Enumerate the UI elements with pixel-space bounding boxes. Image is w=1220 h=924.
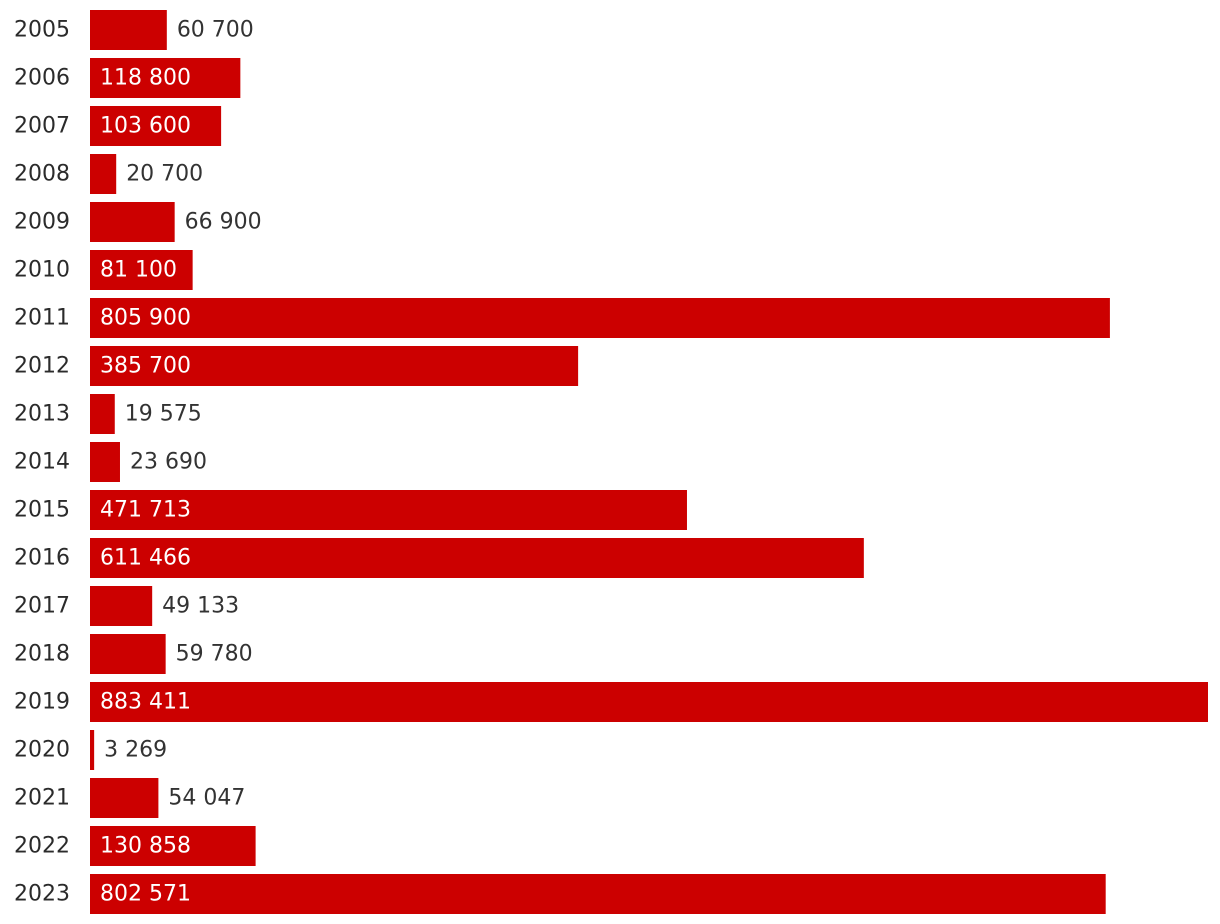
category-label: 2023 [14, 882, 70, 907]
bar-row-2019: 2019 883 411 [14, 682, 1208, 722]
bar-row-2020: 2020 3 269 [14, 730, 167, 770]
bar-row-2016: 2016 611 466 [14, 538, 864, 578]
category-label: 2009 [14, 210, 70, 235]
bar-row-2011: 2011 805 900 [14, 298, 1110, 338]
bar [90, 298, 1110, 338]
bar-row-2007: 2007 103 600 [14, 106, 222, 146]
bar-row-2017: 2017 49 133 [14, 586, 239, 626]
bar [90, 250, 193, 290]
bar [90, 10, 167, 50]
value-label: 81 100 [100, 258, 177, 283]
category-label: 2005 [14, 18, 70, 43]
value-label: 49 133 [162, 594, 239, 619]
category-label: 2022 [14, 834, 70, 859]
bar [90, 778, 159, 818]
bar [90, 586, 153, 626]
bar [90, 634, 166, 674]
category-label: 2008 [14, 162, 70, 187]
value-label: 471 713 [100, 498, 191, 523]
value-label: 19 575 [125, 402, 202, 427]
value-label: 103 600 [100, 114, 191, 139]
bar [90, 682, 1208, 722]
value-label: 130 858 [100, 834, 191, 859]
value-label: 20 700 [126, 162, 203, 187]
category-label: 2013 [14, 402, 70, 427]
bar-row-2021: 2021 54 047 [14, 778, 245, 818]
category-label: 2017 [14, 594, 70, 619]
category-label: 2015 [14, 498, 70, 523]
bar-row-2013: 2013 19 575 [14, 394, 202, 434]
value-label: 385 700 [100, 354, 191, 379]
category-label: 2007 [14, 114, 70, 139]
value-label: 802 571 [100, 882, 191, 907]
category-label: 2020 [14, 738, 70, 763]
value-label: 883 411 [100, 690, 191, 715]
bar [90, 826, 256, 866]
bar-row-2014: 2014 23 690 [14, 442, 207, 482]
bar [90, 874, 1106, 914]
bar [90, 202, 175, 242]
bar-row-2018: 2018 59 780 [14, 634, 253, 674]
bar [90, 538, 864, 578]
bar-row-2015: 2015 471 713 [14, 490, 687, 530]
bar-row-2022: 2022 130 858 [14, 826, 256, 866]
bar-row-2005: 2005 60 700 [14, 10, 254, 50]
bar [90, 490, 687, 530]
bar [90, 106, 222, 146]
bar-row-2023: 2023 802 571 [14, 874, 1106, 914]
value-label: 118 800 [100, 66, 191, 91]
category-label: 2012 [14, 354, 70, 379]
bar [90, 154, 117, 194]
bar [90, 442, 120, 482]
value-label: 805 900 [100, 306, 191, 331]
value-label: 3 269 [104, 738, 167, 763]
value-label: 60 700 [177, 18, 254, 43]
bar [90, 58, 241, 98]
value-label: 66 900 [185, 210, 262, 235]
bar-row-2010: 2010 81 100 [14, 250, 193, 290]
bar-row-2006: 2006 118 800 [14, 58, 241, 98]
value-label: 611 466 [100, 546, 191, 571]
value-label: 23 690 [130, 450, 207, 475]
category-label: 2019 [14, 690, 70, 715]
category-label: 2014 [14, 450, 70, 475]
category-label: 2010 [14, 258, 70, 283]
bar [90, 730, 95, 770]
category-label: 2006 [14, 66, 70, 91]
bar [90, 346, 579, 386]
category-label: 2016 [14, 546, 70, 571]
category-label: 2018 [14, 642, 70, 667]
bar-row-2009: 2009 66 900 [14, 202, 262, 242]
bar-row-2008: 2008 20 700 [14, 154, 203, 194]
value-label: 59 780 [176, 642, 253, 667]
bar [90, 394, 115, 434]
value-label: 54 047 [168, 786, 245, 811]
bar-row-2012: 2012 385 700 [14, 346, 579, 386]
category-label: 2021 [14, 786, 70, 811]
category-label: 2011 [14, 306, 70, 331]
